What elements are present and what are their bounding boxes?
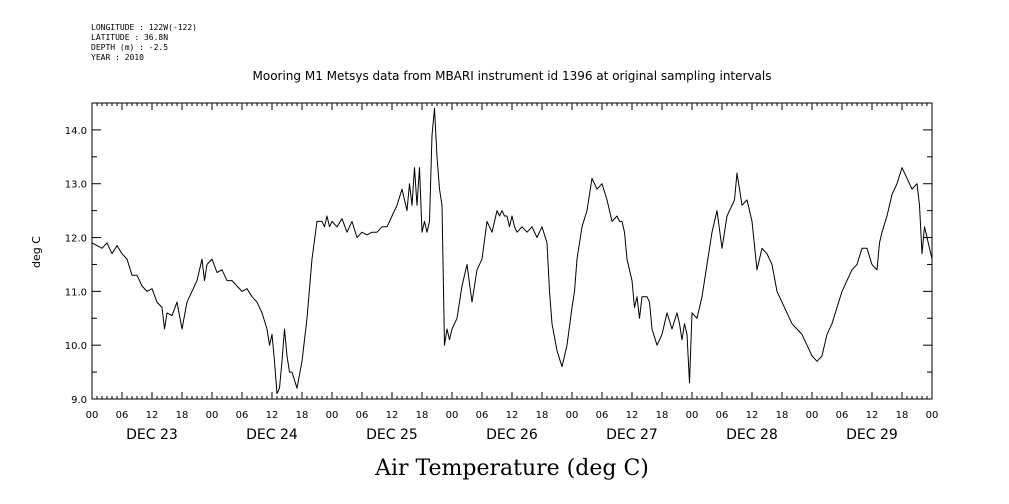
x-tick-label: 18 xyxy=(416,410,429,421)
x-tick-label: 06 xyxy=(116,410,129,421)
x-tick-label: 12 xyxy=(866,410,879,421)
y-tick-label: 9.0 xyxy=(71,395,87,406)
x-tick-label: 18 xyxy=(296,410,309,421)
day-label: DEC 25 xyxy=(366,427,418,443)
y-tick-label: 13.0 xyxy=(65,180,87,191)
day-label: DEC 28 xyxy=(726,427,778,443)
day-label: DEC 29 xyxy=(846,427,898,443)
x-tick-label: 18 xyxy=(536,410,549,421)
x-tick-label: 18 xyxy=(656,410,669,421)
day-label: DEC 27 xyxy=(606,427,658,443)
x-tick-label: 00 xyxy=(206,410,219,421)
x-tick-label: 18 xyxy=(776,410,789,421)
meta-depth: DEPTH (m) : -2.5 xyxy=(91,43,168,52)
x-tick-label: 18 xyxy=(176,410,189,421)
x-tick-label: 18 xyxy=(896,410,909,421)
x-tick-label: 06 xyxy=(596,410,609,421)
y-tick-label: 11.0 xyxy=(65,287,87,298)
x-tick-labels: 00 06 12 18 00 06 12 18 00 06 12 18 00 06 12 18 00 06 12 18… xyxy=(86,410,939,421)
x-tick-label: 00 xyxy=(806,410,819,421)
x-axis-title: Air Temperature (deg C) xyxy=(374,456,649,481)
x-tick-label: 00 xyxy=(446,410,459,421)
x-tick-label: 12 xyxy=(386,410,399,421)
x-tick-label: 00 xyxy=(326,410,339,421)
meta-block: LONGITUDE : 122W(-122) LATITUDE : 36.8N … xyxy=(91,23,197,62)
x-tick-label: 06 xyxy=(236,410,249,421)
y-tick-label: 14.0 xyxy=(65,126,87,137)
x-tick-label: 12 xyxy=(146,410,159,421)
x-tick-label: 12 xyxy=(266,410,279,421)
x-tick-label: 12 xyxy=(746,410,759,421)
x-tick-label: 06 xyxy=(836,410,849,421)
chart-title: Mooring M1 Metsys data from MBARI instru… xyxy=(253,69,772,83)
x-tick-label: 06 xyxy=(476,410,489,421)
x-tick-label: 00 xyxy=(566,410,579,421)
series-line-air-temperature xyxy=(91,107,933,395)
x-tick-label: 00 xyxy=(86,410,99,421)
day-label: DEC 24 xyxy=(246,427,298,443)
meta-year: YEAR : 2010 xyxy=(91,53,144,62)
x-tick-label: 06 xyxy=(716,410,729,421)
x-tick-label: 06 xyxy=(356,410,369,421)
y-tick-labels: 9.0 10.0 11.0 12.0 13.0 14.0 xyxy=(65,126,87,406)
y-tick-label: 12.0 xyxy=(65,234,87,245)
plot-frame xyxy=(91,102,933,400)
y-tick-label: 10.0 xyxy=(65,341,87,352)
meta-latitude: LATITUDE : 36.8N xyxy=(91,33,168,42)
x-tick-label: 12 xyxy=(506,410,519,421)
x-tick-label: 00 xyxy=(926,410,939,421)
x-tick-label: 00 xyxy=(686,410,699,421)
x-tick-label: 12 xyxy=(626,410,639,421)
day-label: DEC 26 xyxy=(486,427,538,443)
day-labels: DEC 23 DEC 24 DEC 25 DEC 26 DEC 27 DEC 28 DEC … xyxy=(126,427,898,443)
y-axis-label: deg C xyxy=(30,236,43,268)
meta-longitude: LONGITUDE : 122W(-122) xyxy=(91,23,197,32)
day-label: DEC 23 xyxy=(126,427,178,443)
axis-ticks xyxy=(91,102,933,400)
